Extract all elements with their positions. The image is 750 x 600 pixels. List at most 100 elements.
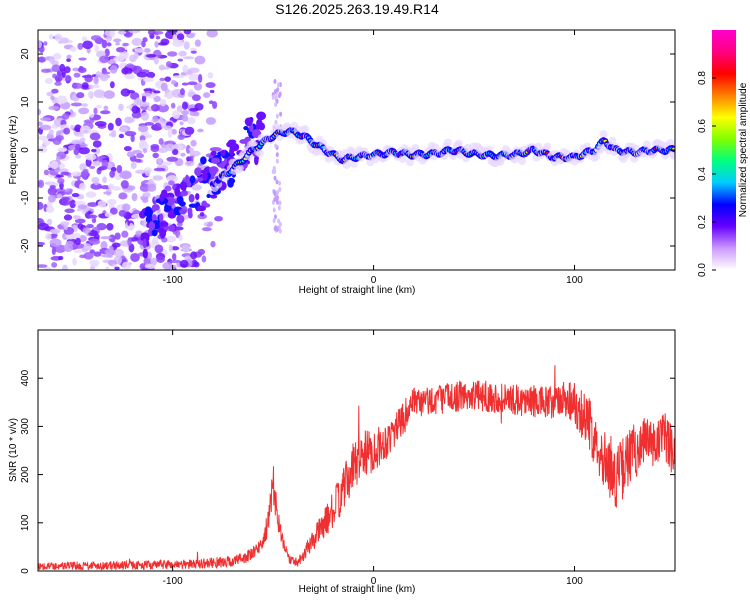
spectrogram-noise-blob [56,95,68,104]
spectrogram-noise-blob [79,182,86,191]
spectrogram-noise-blob [38,241,45,246]
spectrogram-noise-blob [50,160,59,170]
spectrogram-diagonal-blob [209,194,218,199]
spectrogram-noise-blob [77,42,84,50]
spectrogram-x-tick-label: -100 [163,275,183,286]
colorbar-tick-label: 0.2 [697,215,708,229]
spectrogram-noise-blob [143,88,152,92]
spectrogram-noise-blob [136,153,144,159]
spectrogram-noise-blob [56,193,63,199]
spectrogram-noise-blob [109,132,116,137]
spectrogram-noise-blob [45,205,55,213]
spectrogram-noise-blob [89,113,95,118]
spectrogram-noise-blob [119,171,132,179]
spectrogram-diagonal-blob [174,186,181,197]
spectrogram-noise-blob [63,214,73,221]
spectrogram-noise-blob [73,249,83,253]
spectrogram-noise-blob [118,192,128,200]
spectrogram-noise-blob [58,147,68,152]
spectrogram-noise-blob [150,145,160,153]
spectrogram-diagonal-blob [206,193,211,198]
spectrogram-noise-blob [184,126,195,135]
spectrogram-noise-blob [170,246,180,251]
spectrogram-noise-blob [157,157,163,165]
spectrogram-noise-blob [194,55,206,65]
spectrogram-noise-blob [38,201,44,210]
spectrogram-diagonal-blob [176,183,181,188]
spectrogram-noise-blob [162,262,173,270]
spectrogram-noise-blob [100,110,111,115]
spectrogram-noise-blob [85,191,97,198]
spectrogram-noise-blob [70,124,75,130]
spectrogram-noise-blob [118,133,125,139]
spectrogram-noise-blob [63,191,73,195]
spectrogram-track-halo [440,151,449,160]
spectrogram-noise-blob [96,223,107,231]
spectrogram-noise-blob [172,75,185,79]
snr-frame [37,329,676,572]
spectrogram-noise-blob [105,266,110,270]
colorbar-gradient [712,30,736,270]
spectrogram-diagonal-blob [159,193,165,202]
spectrogram-noise-blob [63,224,68,230]
spectrogram-diagonal-blob [142,238,147,249]
spectrogram-noise-blob [91,148,97,153]
spectrogram-noise-blob [92,160,101,167]
spectrogram-x-tick-label: 0 [371,275,377,286]
spectrogram-noise-blob [113,38,122,43]
spectrogram-noise-blob [55,156,61,162]
spectrogram-noise-blob [48,129,54,135]
spectrogram-stripe-blob [275,179,279,185]
spectrogram-stripe-blob [277,218,281,224]
snr-y-tick-label: 300 [20,418,31,435]
spectrogram-noise-blob [134,158,142,163]
spectrogram-noise-blob [179,259,189,268]
spectrogram-noise-blob [78,57,87,61]
spectrogram-noise-blob [104,48,110,57]
spectrogram-stripe-blob [273,78,277,84]
spectrogram-noise-blob [176,105,183,113]
colorbar-tick-label: 0.8 [697,71,708,85]
spectrogram-noise-blob [138,139,148,148]
spectrogram-noise-blob [184,160,195,167]
spectrogram-noise-blob [55,135,65,141]
spectrogram-diagonal-blob [189,175,196,184]
spectrogram-noise-blob [122,42,129,47]
spectrogram-noise-blob [156,255,165,263]
spectrogram-noise-blob [90,35,102,41]
spectrogram-diagonal-blob [177,195,184,206]
spectrogram-noise-blob [176,33,185,41]
spectrogram-noise-blob [88,84,94,90]
spectrogram-noise-blob [181,101,188,110]
spectrogram-diagonal-blob [169,224,176,232]
spectrogram-noise-blob [126,117,136,123]
spectrogram-diagonal-blob [151,203,160,211]
spectrogram-noise-blob [63,243,74,253]
spectrogram-noise-blob [69,199,76,209]
spectrogram-noise-blob [38,264,48,268]
spectrogram-diagonal-blob [243,125,249,131]
spectrogram-noise-blob [47,194,57,203]
spectrogram-noise-blob [126,90,135,94]
spectrogram-noise-blob [81,103,88,107]
spectrogram-noise-blob [89,165,96,169]
spectrogram-noise-blob [85,153,97,161]
spectrogram-noise-blob [201,255,207,263]
spectrogram-noise-blob [190,251,197,260]
spectrogram-noise-blob [103,105,109,111]
spectrogram-x-tick-label: 100 [566,275,583,286]
spectrogram-noise-blob [171,128,177,135]
spectrogram-stripe-blob [273,214,277,220]
spectrogram-noise-blob [193,83,203,91]
spectrogram-noise-blob [153,167,166,172]
spectrogram-noise-blob [185,144,191,154]
spectrogram-stripe-blob [273,189,277,195]
spectrogram-stripe-blob [274,143,278,149]
spectrogram-noise-blob [172,110,181,120]
spectrogram-noise-blob [109,207,118,215]
spectrogram-noise-blob [100,240,108,250]
spectrogram-noise-blob [51,262,58,268]
spectrogram-noise-blob [115,42,120,46]
spectrogram-noise-blob [93,251,102,257]
spectrogram-stripe-blob [275,158,279,164]
